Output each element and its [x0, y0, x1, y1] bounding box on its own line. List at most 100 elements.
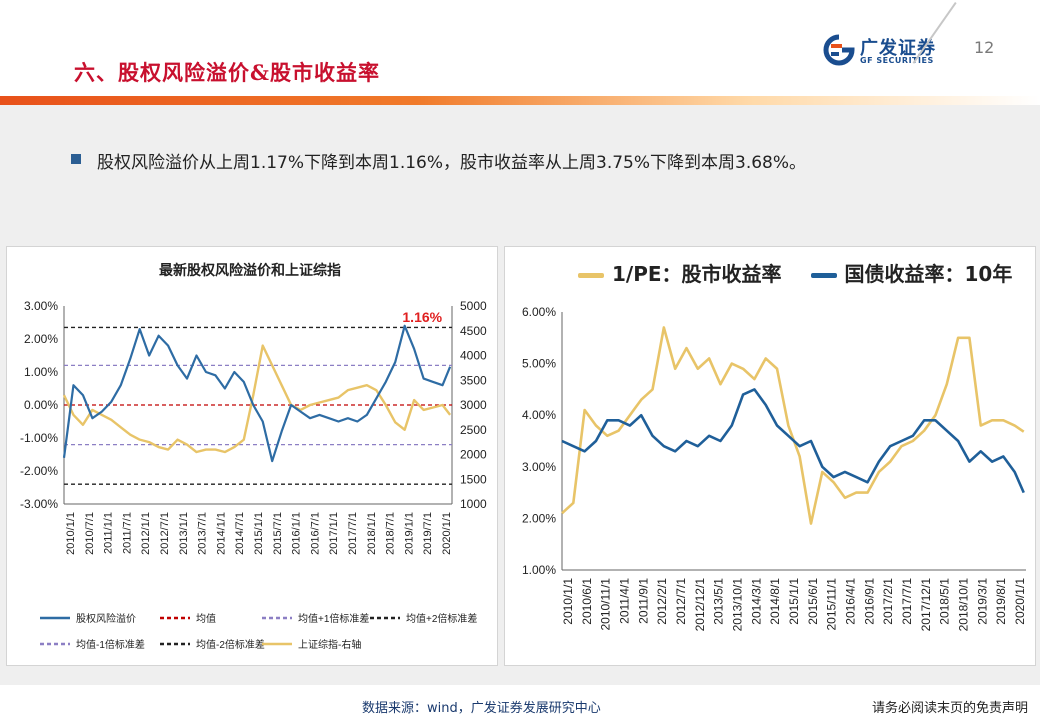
yield-chart: 6.00% 5.00% 4.00% 3.00% 2.00% 1.00% 2010/1/1 20… [522, 305, 1027, 632]
x-tick-label: 2010/11/1 [599, 578, 613, 631]
y-right-tick-label: 4500 [460, 324, 487, 338]
legend-label: 均值+2倍标准差 [406, 612, 477, 625]
chart-panel-erp [6, 246, 498, 666]
y-right-tick-label: 4000 [460, 349, 487, 363]
legend-label-pe: 1/PE：股市收益率 [612, 262, 782, 286]
x-tick-label: 2010/6/1 [580, 578, 594, 625]
x-tick-label: 2016/1/1 [291, 512, 303, 555]
x-tick-label: 2013/1/1 [178, 512, 190, 555]
x-tick-label: 2020/1/1 [441, 512, 453, 555]
y-tick-label: 2.00% [522, 511, 556, 525]
y-left-tick-label: 0.00% [24, 398, 58, 412]
legend-swatch-pe [578, 273, 604, 278]
legend-label: 股权风险溢价 [76, 612, 136, 625]
y-right-tick-label: 3500 [460, 373, 487, 387]
x-tick-label: 2015/7/1 [272, 512, 284, 555]
x-tick-label: 2016/4/1 [844, 578, 858, 625]
logo-subtext: GF SECURITIES [860, 56, 934, 65]
x-tick-label: 2017/1/1 [328, 512, 340, 555]
x-tick-label: 2017/12/1 [919, 578, 933, 632]
page-title: 六、股权风险溢价&股市收益率 [74, 60, 380, 85]
x-tick-label: 2015/1/1 [253, 512, 265, 555]
bond-yield-line [561, 388, 1025, 494]
x-tick-label: 2011/1/1 [103, 512, 115, 554]
index-series-line [62, 344, 452, 454]
annotation-label: 1.16% [402, 309, 442, 325]
x-tick-label: 2011/7/1 [121, 512, 133, 554]
x-tick-label: 2016/7/1 [309, 512, 321, 555]
x-tick-label: 2017/2/1 [881, 578, 895, 625]
erp-chart: 3.00% 2.00% 1.00% 0.00% -1.00% -2.00% -3.00% 50… [20, 299, 487, 651]
x-tick-label: 2012/12/1 [693, 578, 707, 632]
y-tick-label: 1.00% [522, 563, 556, 577]
x-tick-label: 2018/1/1 [366, 512, 378, 555]
y-right-tick-label: 2000 [460, 448, 487, 462]
x-tick-label: 2019/7/1 [422, 512, 434, 555]
legend-label: 上证综指-右轴 [298, 638, 361, 651]
company-logo: 广发证券 GF SECURITIES [822, 32, 944, 68]
legend-label: 均值+1倍标准差 [298, 612, 369, 625]
y-tick-label: 4.00% [522, 408, 556, 422]
x-tick-label: 2013/10/1 [731, 578, 745, 632]
gf-logo-icon [823, 34, 855, 66]
x-tick-label: 2012/7/1 [159, 512, 171, 555]
legend-label: 均值-2倍标准差 [196, 638, 265, 651]
summary-text: 股权风险溢价从上周1.17%下降到本周1.16%，股市收益率从上周3.75%下降… [97, 153, 807, 173]
x-tick-label: 2016/9/1 [862, 578, 876, 625]
x-tick-label: 2014/8/1 [768, 578, 782, 625]
x-tick-label: 2010/7/1 [84, 512, 96, 555]
logo-text: 广发证券 [860, 38, 936, 59]
x-tick-label: 2017/7/1 [347, 512, 359, 555]
x-tick-label: 2019/8/1 [994, 578, 1008, 625]
y-left-tick-label: 1.00% [24, 365, 58, 379]
x-tick-label: 2017/7/1 [900, 578, 914, 625]
y-left-tick-label: -2.00% [20, 464, 58, 478]
y-right-tick-label: 5000 [460, 299, 487, 313]
legend-label: 均值-1倍标准差 [76, 638, 145, 651]
chart-title: 最新股权风险溢价和上证综指 [159, 263, 341, 279]
x-tick-label: 2018/5/1 [938, 578, 952, 625]
y-left-tick-label: 3.00% [24, 299, 58, 313]
legend-swatch-bond [810, 273, 837, 278]
x-tick-label: 2014/1/1 [215, 512, 227, 555]
legend-item-bond: 国债收益率：10年 [810, 262, 1013, 286]
x-tick-label: 2013/7/1 [197, 512, 209, 555]
x-tick-label: 2019/3/1 [975, 578, 989, 625]
y-right-tick-label: 2500 [460, 423, 487, 437]
y-right-tick-label: 1000 [460, 497, 487, 511]
footer-disclaimer: 请务必阅读末页的免责声明 [871, 701, 1028, 716]
x-tick-label: 2018/7/1 [385, 512, 397, 555]
x-tick-label: 2012/1/1 [140, 512, 152, 555]
header-bar [0, 96, 1040, 105]
footer-source: 数据来源：wind，广发证券发展研究中心 [362, 701, 601, 716]
y-tick-label: 3.00% [522, 460, 556, 474]
x-tick-label: 2011/4/1 [618, 578, 632, 624]
legend-label: 均值 [196, 612, 216, 625]
y-tick-label: 6.00% [522, 305, 556, 319]
y-tick-label: 5.00% [522, 357, 556, 371]
y-right-tick-label: 3000 [460, 398, 487, 412]
x-tick-label: 2012/2/1 [655, 578, 669, 625]
x-tick-label: 2011/9/1 [636, 578, 650, 624]
y-left-tick-label: -1.00% [20, 431, 58, 445]
x-tick-label: 2013/5/1 [712, 578, 726, 625]
bullet-icon [71, 154, 81, 164]
x-tick-label: 2015/6/1 [806, 578, 820, 625]
x-tick-label: 2014/3/1 [749, 578, 763, 625]
erp-series-line [62, 324, 452, 463]
x-tick-label: 2012/7/1 [674, 578, 688, 625]
y-right-tick-label: 1500 [460, 472, 487, 486]
x-tick-label: 2018/10/1 [957, 578, 971, 632]
x-tick-label: 2014/7/1 [234, 512, 246, 555]
chart-legend: 1/PE：股市收益率 国债收益率：10年 [578, 258, 1034, 287]
legend-item-pe: 1/PE：股市收益率 [578, 262, 782, 286]
x-tick-label: 2015/1/1 [787, 578, 801, 625]
x-tick-label: 2015/11/1 [825, 578, 839, 631]
chart-panel-yield [504, 246, 1036, 666]
x-tick-label: 2019/1/1 [403, 512, 415, 555]
x-tick-label: 2010/1/1 [561, 578, 575, 625]
legend-label-bond: 国债收益率：10年 [844, 262, 1013, 286]
y-left-tick-label: 2.00% [24, 332, 58, 346]
x-tick-label: 2020/1/1 [1013, 578, 1027, 625]
x-tick-label: 2010/1/1 [65, 512, 77, 555]
